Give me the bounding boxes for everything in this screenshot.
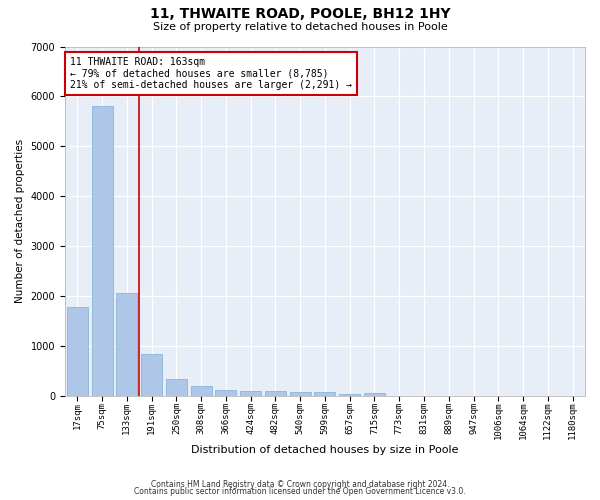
Bar <box>240 390 261 396</box>
Bar <box>215 390 236 396</box>
Bar <box>364 392 385 396</box>
Bar <box>166 378 187 396</box>
Bar <box>67 307 88 396</box>
X-axis label: Distribution of detached houses by size in Poole: Distribution of detached houses by size … <box>191 445 459 455</box>
Bar <box>265 391 286 396</box>
Bar <box>314 392 335 396</box>
Text: Contains public sector information licensed under the Open Government Licence v3: Contains public sector information licen… <box>134 487 466 496</box>
Bar <box>290 392 311 396</box>
Text: 11, THWAITE ROAD, POOLE, BH12 1HY: 11, THWAITE ROAD, POOLE, BH12 1HY <box>149 8 451 22</box>
Bar <box>339 394 360 396</box>
Text: Size of property relative to detached houses in Poole: Size of property relative to detached ho… <box>152 22 448 32</box>
Text: 11 THWAITE ROAD: 163sqm
← 79% of detached houses are smaller (8,785)
21% of semi: 11 THWAITE ROAD: 163sqm ← 79% of detache… <box>70 57 352 90</box>
Bar <box>116 293 137 396</box>
Bar <box>141 354 162 396</box>
Text: Contains HM Land Registry data © Crown copyright and database right 2024.: Contains HM Land Registry data © Crown c… <box>151 480 449 489</box>
Bar <box>191 386 212 396</box>
Y-axis label: Number of detached properties: Number of detached properties <box>15 139 25 303</box>
Bar <box>92 106 113 396</box>
